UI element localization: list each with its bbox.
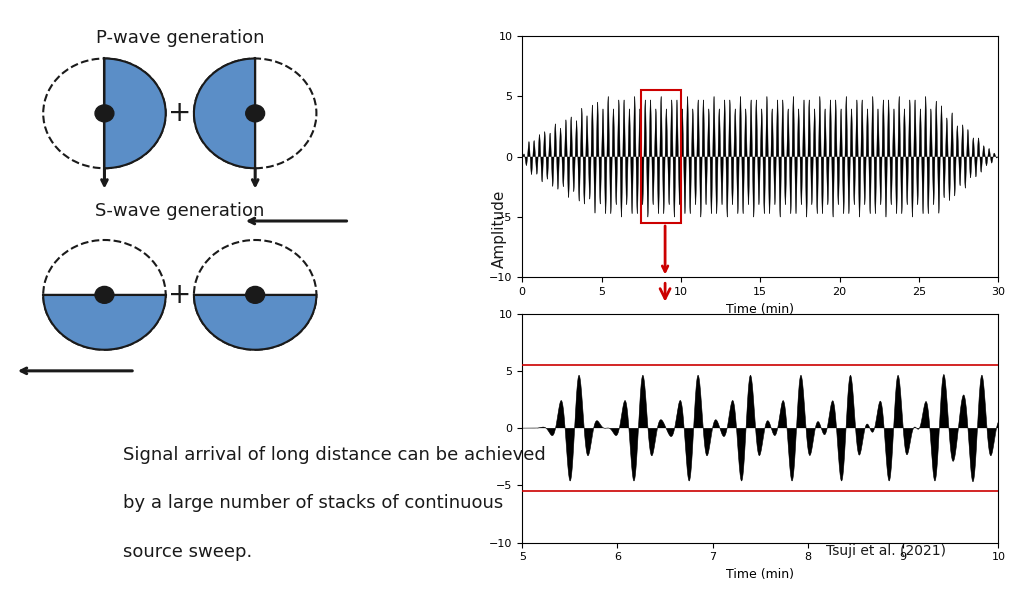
Text: +: +	[168, 99, 191, 127]
Text: Amplitude: Amplitude	[493, 190, 507, 268]
Circle shape	[246, 286, 264, 303]
Wedge shape	[43, 295, 166, 350]
Bar	[641, 90, 681, 223]
Wedge shape	[194, 295, 316, 350]
Text: +: +	[168, 281, 191, 309]
Wedge shape	[104, 58, 166, 168]
X-axis label: Time (min): Time (min)	[726, 568, 795, 581]
Text: S-wave generation: S-wave generation	[95, 202, 264, 220]
X-axis label: Time (min): Time (min)	[726, 303, 795, 315]
Circle shape	[95, 286, 114, 303]
Text: Signal arrival of long distance can be achieved: Signal arrival of long distance can be a…	[123, 446, 546, 464]
Circle shape	[95, 105, 114, 122]
Text: Tsuji et al. (2021): Tsuji et al. (2021)	[825, 544, 946, 558]
Circle shape	[246, 105, 264, 122]
Text: P-wave generation: P-wave generation	[95, 29, 264, 47]
Text: by a large number of stacks of continuous: by a large number of stacks of continuou…	[123, 494, 503, 513]
Wedge shape	[194, 58, 255, 168]
Text: source sweep.: source sweep.	[123, 543, 252, 561]
